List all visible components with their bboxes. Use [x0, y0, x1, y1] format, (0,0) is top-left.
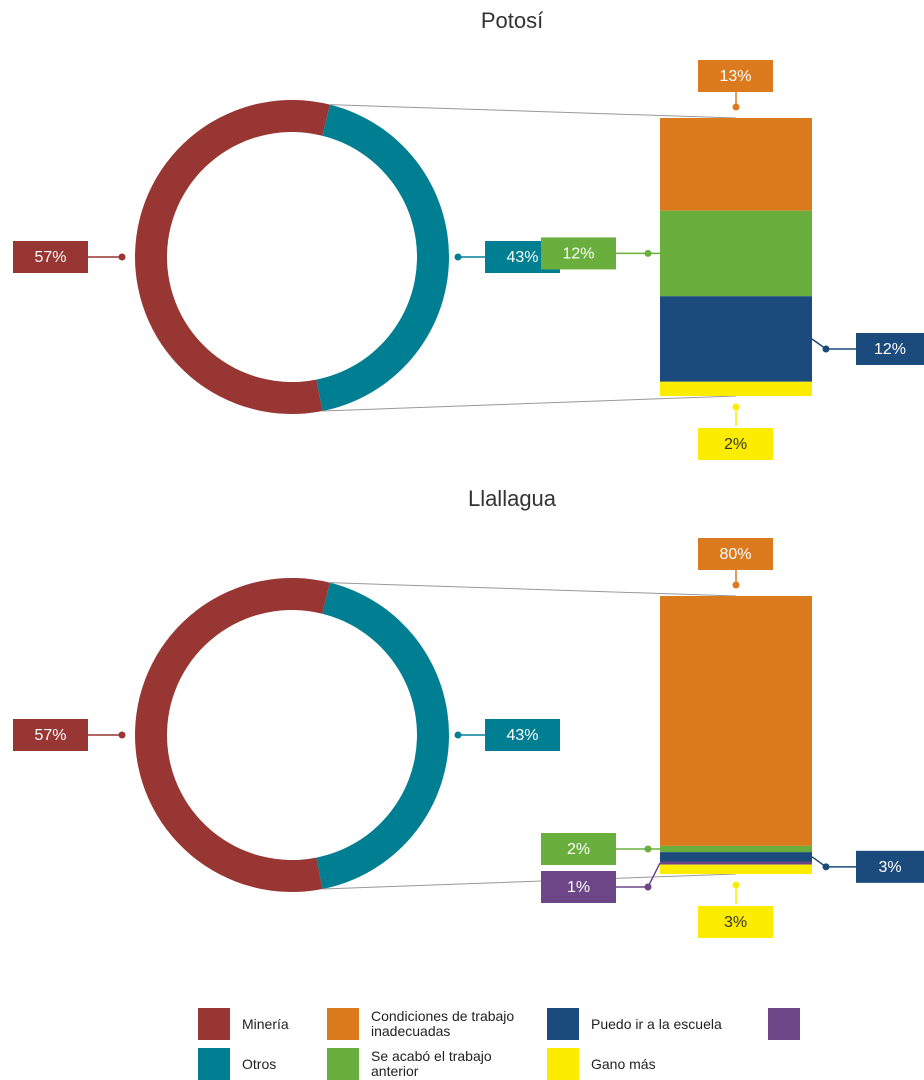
donut-segment — [134, 578, 330, 892]
value-label: 2% — [724, 436, 747, 453]
leader-dot — [822, 345, 830, 353]
legend-label: Minería — [242, 1015, 289, 1032]
value-label: 3% — [878, 859, 901, 876]
value-label-box — [541, 871, 616, 904]
chart-title: Llallagua — [468, 486, 557, 511]
value-label-box — [13, 241, 88, 273]
legend-label: Puedo ir a la escuela — [591, 1015, 722, 1032]
value-label-box — [485, 719, 560, 751]
bar-segment — [660, 210, 812, 297]
value-label: 57% — [34, 727, 66, 744]
legend-swatch — [547, 1008, 579, 1040]
value-label-box — [856, 850, 924, 883]
leader-dot — [644, 249, 652, 257]
leader-dot — [732, 581, 740, 589]
bar-segment — [660, 845, 812, 853]
leader-dot — [822, 863, 830, 871]
value-label: 12% — [562, 246, 594, 263]
legend-swatch — [327, 1048, 359, 1080]
donut-segment — [134, 100, 330, 414]
legend-swatch — [547, 1048, 579, 1080]
leader-line — [811, 856, 856, 868]
connector — [322, 873, 737, 890]
value-label-box — [698, 428, 773, 460]
value-label: 1% — [567, 879, 590, 896]
legend-swatch — [327, 1008, 359, 1040]
leader-dot — [732, 403, 740, 411]
value-label: 57% — [34, 249, 66, 266]
value-label-box — [698, 538, 773, 570]
value-label: 3% — [724, 914, 747, 931]
leader-line — [811, 338, 856, 350]
value-label-box — [698, 906, 773, 938]
connector — [322, 395, 737, 412]
leader-dot — [454, 253, 462, 261]
legend-label: Condiciones de trabajo inadecuadas — [371, 1008, 515, 1039]
value-label: 80% — [719, 546, 751, 563]
leader-dot — [732, 103, 740, 111]
leader-dot — [732, 881, 740, 889]
leader-line — [616, 862, 661, 888]
bar-segment — [660, 381, 812, 396]
value-label-box — [856, 332, 924, 365]
chart-title: Potosí — [481, 8, 543, 33]
bar-segment — [660, 118, 812, 211]
bar-segment — [660, 861, 812, 865]
donut-segment — [316, 104, 449, 412]
bar-segment — [660, 852, 812, 862]
legend-label: Gano más — [591, 1055, 656, 1072]
value-label: 43% — [506, 249, 538, 266]
bar-segment — [660, 296, 812, 382]
leader-dot — [118, 253, 126, 261]
leader-dot — [118, 731, 126, 739]
value-label-box — [541, 833, 616, 866]
value-label-box — [541, 237, 616, 270]
value-label: 12% — [874, 341, 906, 358]
connector — [329, 582, 737, 597]
value-label-box — [698, 60, 773, 92]
bar-segment — [660, 864, 812, 874]
legend-swatch — [198, 1048, 230, 1080]
connector — [329, 104, 737, 119]
leader-dot — [644, 845, 652, 853]
legend-swatch — [198, 1008, 230, 1040]
leader-dot — [454, 731, 462, 739]
donut-segment — [316, 582, 449, 890]
legend-swatch — [768, 1008, 800, 1040]
leader-dot — [644, 883, 652, 891]
value-label: 43% — [506, 727, 538, 744]
value-label: 2% — [567, 841, 590, 858]
value-label: 13% — [719, 68, 751, 85]
value-label-box — [13, 719, 88, 751]
bar-segment — [660, 596, 812, 846]
legend-label: Se acabó el trabajo anterior — [371, 1048, 492, 1079]
